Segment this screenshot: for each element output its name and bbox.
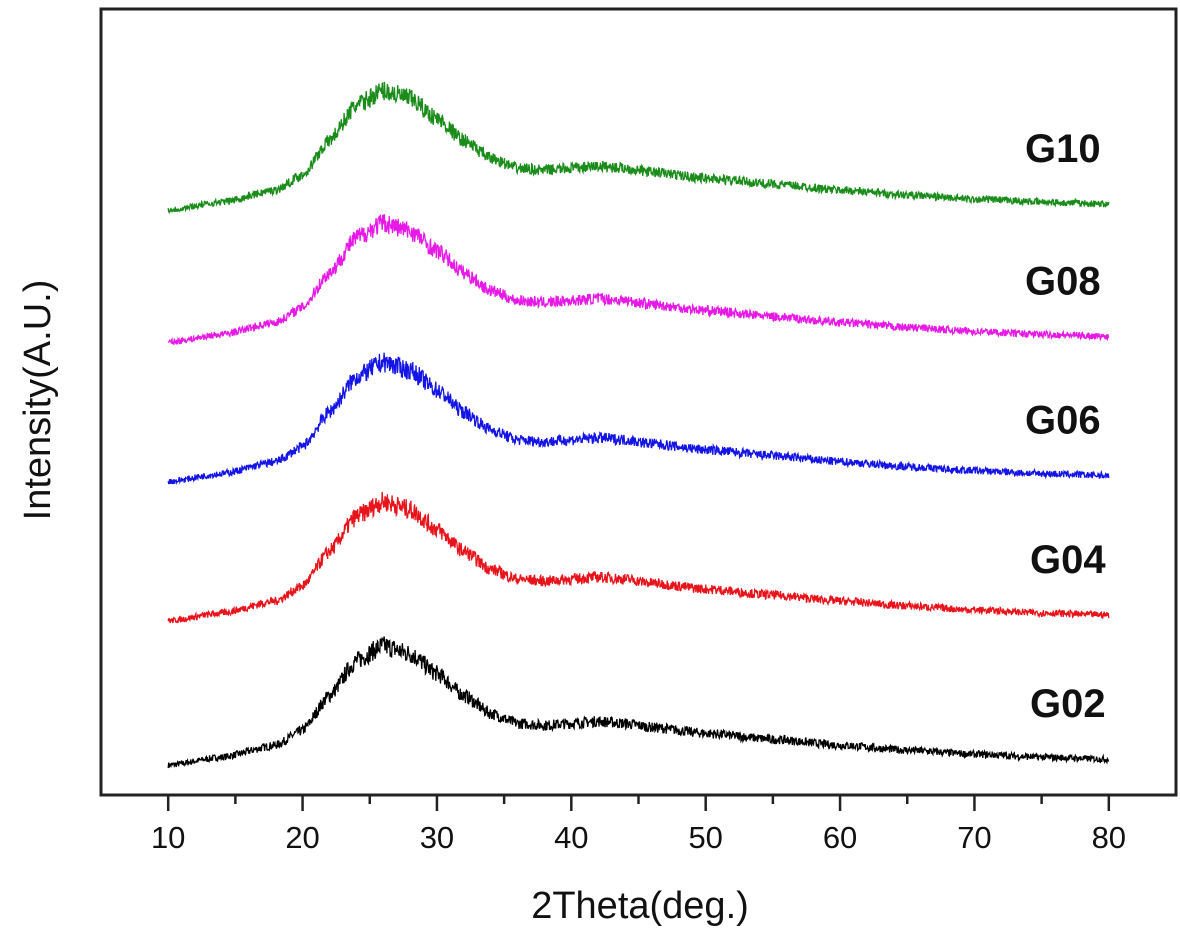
x-axis-title: 2Theta(deg.) bbox=[531, 885, 749, 927]
series-label-g10: G10 bbox=[1025, 127, 1101, 171]
x-tick-label: 50 bbox=[688, 820, 722, 855]
series-curves bbox=[167, 81, 1110, 769]
x-axis-ticks bbox=[166, 795, 1111, 811]
series-line-g02 bbox=[167, 636, 1110, 769]
series-line-g10 bbox=[167, 81, 1110, 215]
x-tick-label: 60 bbox=[823, 820, 857, 855]
series-line-g04 bbox=[167, 491, 1110, 624]
x-tick-label: 80 bbox=[1092, 820, 1126, 855]
x-tick-label: 10 bbox=[151, 820, 185, 855]
series-line-g08 bbox=[168, 214, 1110, 346]
x-tick-label: 40 bbox=[554, 820, 588, 855]
x-tick-label: 30 bbox=[420, 820, 454, 855]
series-line-g06 bbox=[167, 352, 1110, 486]
x-tick-labels: 10 20 30 40 50 60 70 80 bbox=[151, 820, 1126, 855]
plot-frame bbox=[99, 7, 1178, 797]
y-axis-title: Intensity(A.U.) bbox=[17, 280, 59, 521]
series-label-g08: G08 bbox=[1025, 259, 1101, 303]
series-label-g06: G06 bbox=[1025, 399, 1101, 443]
x-tick-label: 20 bbox=[285, 820, 319, 855]
series-label-g02: G02 bbox=[1030, 682, 1106, 726]
x-tick-label: 70 bbox=[957, 820, 991, 855]
series-label-g04: G04 bbox=[1030, 538, 1106, 582]
series-labels: G02 G04 G06 G08 G10 bbox=[1025, 127, 1106, 726]
